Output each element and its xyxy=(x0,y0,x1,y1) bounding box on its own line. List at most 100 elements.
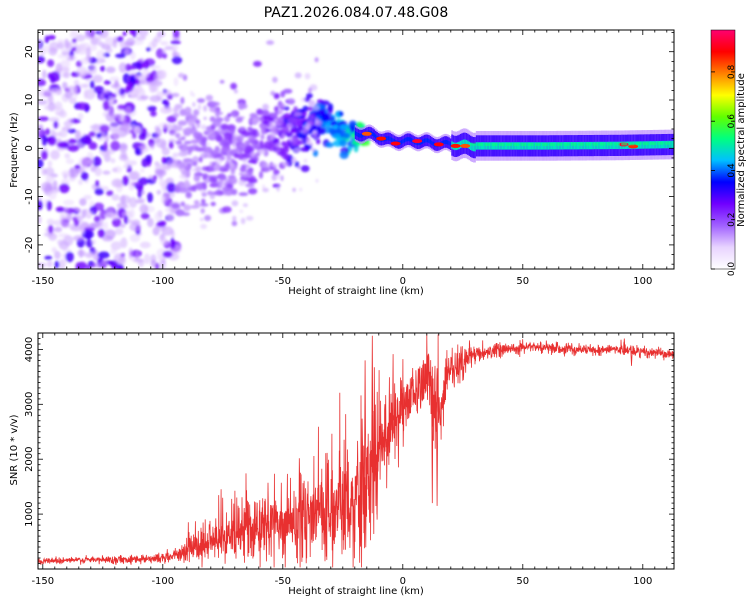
spectrogram-blob xyxy=(76,66,88,77)
spectrogram-blob xyxy=(129,222,142,232)
spectrogram-blob xyxy=(200,124,207,130)
spectrogram-blob xyxy=(138,132,147,141)
spectrogram-blob xyxy=(260,127,266,135)
spectrogram-blob xyxy=(315,117,319,124)
ridge-centre xyxy=(418,141,420,146)
spectrogram-blob xyxy=(290,140,296,147)
spectrogram-x-axis-label: Height of straight line (km) xyxy=(288,286,424,297)
ridge-centre xyxy=(459,140,462,149)
spectrogram-blob xyxy=(181,212,190,217)
spectrogram-blob xyxy=(130,51,136,60)
spectrogram-blob xyxy=(88,155,94,167)
spectrogram-blob xyxy=(108,96,114,107)
spectrogram-blob xyxy=(262,103,269,111)
spectrogram-blob xyxy=(110,140,121,151)
spectrogram-blob xyxy=(99,124,110,133)
spectrogram-blob xyxy=(162,108,173,114)
spectrogram-blob xyxy=(139,58,145,62)
spectrogram-blob xyxy=(268,133,275,140)
spectrogram-blob xyxy=(201,141,207,148)
spectrogram-blob xyxy=(126,167,132,173)
colorbar-ticks: 0.0 0.2 0.4 0.6 0.8 xyxy=(711,64,737,276)
ridge-centre xyxy=(359,133,361,138)
spectrogram-blob xyxy=(282,162,289,167)
spectrogram-blob xyxy=(342,132,351,139)
ridge-centre xyxy=(562,142,564,150)
spectrogram-blob xyxy=(325,142,334,148)
ridge-fringe xyxy=(599,142,606,146)
spectrogram-blob xyxy=(86,264,91,269)
spectrogram-blob xyxy=(132,258,144,263)
spectrogram-blob xyxy=(116,36,124,42)
spectrogram-blob xyxy=(288,117,298,124)
spectrogram-blob xyxy=(118,62,127,73)
ridge-centre xyxy=(445,140,448,145)
ridge-centre xyxy=(464,139,466,147)
spectrogram-blob xyxy=(195,121,201,129)
spectrogram-blob xyxy=(48,224,54,234)
spectrogram-blob xyxy=(114,228,124,235)
spectrogram-blob xyxy=(166,182,177,193)
ridge-fringe xyxy=(549,143,556,146)
spectrogram-blob xyxy=(232,141,236,148)
spectrogram-blob xyxy=(220,124,230,130)
spectrogram-blob xyxy=(238,179,246,187)
spectrogram-blob xyxy=(63,71,70,79)
spectrogram-blob xyxy=(184,165,191,172)
spectrogram-blob xyxy=(287,98,296,106)
spectrogram-blob xyxy=(210,201,216,207)
spectrogram-blob xyxy=(242,157,248,163)
spectrogram-blob xyxy=(172,125,183,132)
spectrogram-blob xyxy=(137,177,149,186)
spectrogram-blob xyxy=(44,167,55,176)
ridge-centre xyxy=(409,137,412,142)
spectrogram-blob xyxy=(129,90,137,99)
spectrogram-blob xyxy=(171,203,180,209)
spectrogram-blob xyxy=(154,161,160,166)
spectrogram-blob xyxy=(202,146,213,154)
spectrogram-y-tick-label: 10 xyxy=(24,94,35,107)
spectrogram-blob xyxy=(129,208,135,219)
spectrogram-blob xyxy=(90,38,102,46)
spectrogram-blob xyxy=(59,212,65,223)
ridge-fringe xyxy=(585,142,592,146)
ridge-centre xyxy=(354,131,357,136)
ridge-centre xyxy=(641,141,643,149)
spectrogram-blob xyxy=(197,104,202,111)
ridge-fringe xyxy=(570,142,577,146)
spectrogram-blob xyxy=(152,137,161,144)
spectrogram-blob xyxy=(124,129,134,135)
spectrogram-blob xyxy=(207,190,213,196)
spectrogram-blob xyxy=(181,151,189,155)
spectrogram-blob xyxy=(291,157,297,164)
spectrogram-blob xyxy=(194,146,198,151)
spectrogram-blob xyxy=(45,183,52,189)
spectrogram-blob xyxy=(112,93,117,99)
spectrogram-blob xyxy=(246,215,254,221)
ridge-centre xyxy=(448,141,450,146)
ridge-hotspot xyxy=(412,139,423,144)
spectrogram-blob xyxy=(145,80,156,86)
ridge-centre xyxy=(442,140,445,145)
spectrogram-blob xyxy=(79,198,87,206)
spectrogram-blob xyxy=(147,192,153,203)
ridge-fringe xyxy=(650,142,656,145)
spectrogram-blob xyxy=(170,40,181,45)
spectrogram-blob xyxy=(245,164,253,168)
spectrogram-blob xyxy=(191,184,197,192)
ridge-centre xyxy=(389,136,391,141)
spectrogram-blob xyxy=(172,152,179,158)
spectrogram-blob xyxy=(78,179,83,186)
spectrogram-blob xyxy=(51,247,57,253)
spectrogram-blob xyxy=(183,204,191,212)
spectrogram-blob xyxy=(162,48,167,55)
spectrogram-blob xyxy=(226,151,231,156)
spectrogram-blob xyxy=(224,178,233,184)
spectrogram-blob xyxy=(232,112,236,118)
spectrogram-blob xyxy=(223,132,233,140)
spectrogram-heatmap xyxy=(38,30,674,269)
spectrogram-blob xyxy=(147,105,157,112)
ridge-centre xyxy=(416,141,419,146)
